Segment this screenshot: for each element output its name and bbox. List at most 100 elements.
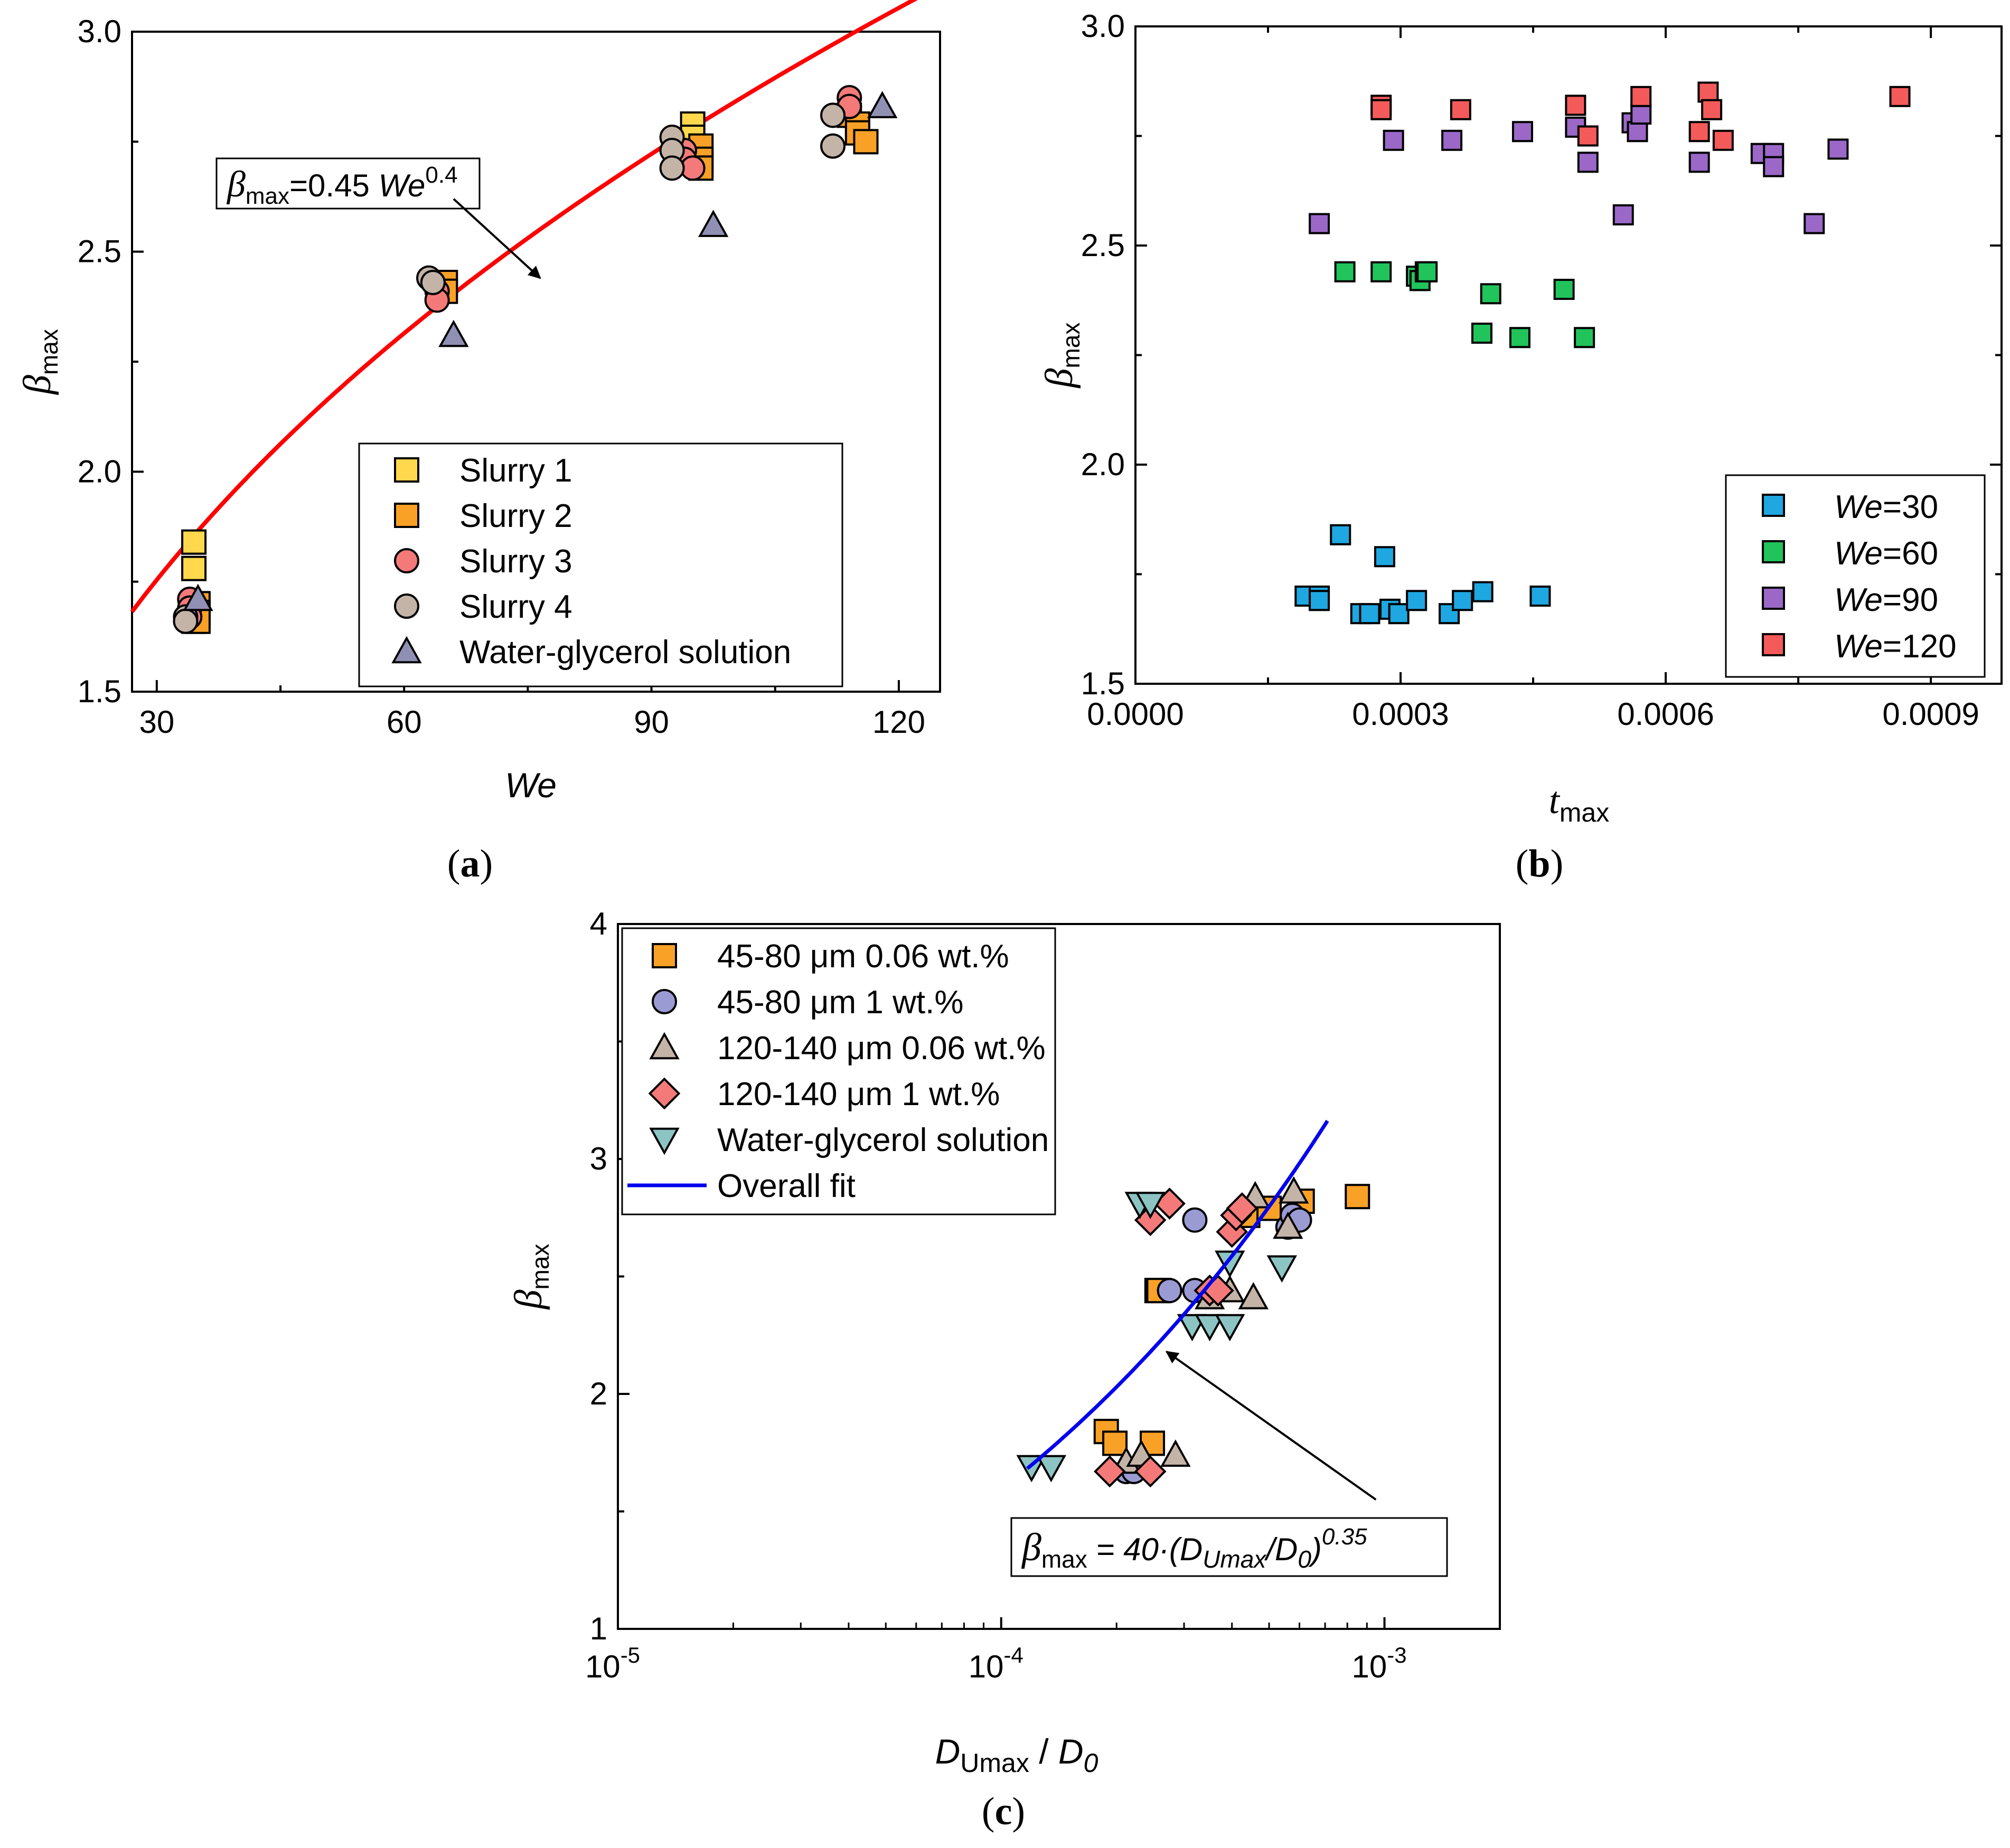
legend-label: We=60 (1834, 535, 1938, 572)
data-point (1630, 86, 1652, 107)
data-point (181, 529, 207, 555)
data-point (1016, 1455, 1047, 1483)
caption-open: ( (1516, 842, 1529, 885)
data-point (1370, 99, 1392, 120)
caption-a: (a) (447, 842, 493, 885)
data-point (1160, 1439, 1191, 1467)
y-tick-label: 2.5 (78, 234, 121, 269)
data-point (1374, 546, 1395, 568)
y-tick-label: 4 (590, 906, 607, 941)
data-point (1279, 1176, 1309, 1204)
y-tick-label: 1.5 (78, 674, 121, 709)
x-tick-label: 0.0000 (1087, 696, 1184, 732)
data-point (173, 608, 199, 634)
x-tick-exp: -4 (1003, 1643, 1023, 1667)
legend-marker (1762, 540, 1785, 563)
data-point (1416, 261, 1438, 282)
legend-box (621, 927, 1056, 1215)
legend-eq: = (1883, 628, 1902, 665)
data-point (1226, 1192, 1258, 1224)
data-point (1182, 1207, 1208, 1233)
y-axis-title: βmax (507, 1244, 554, 1310)
data-point (1441, 129, 1463, 151)
legend-marker (394, 503, 419, 528)
ylabel-beta: β (16, 375, 59, 395)
x-axis-title: We (505, 766, 557, 805)
data-point (1452, 590, 1473, 611)
data-point (1553, 279, 1575, 300)
data-point (1889, 86, 1911, 107)
data-point (1238, 1282, 1269, 1309)
legend-value: 30 (1902, 489, 1938, 525)
data-point (1273, 1211, 1303, 1239)
legend-label: We=30 (1834, 489, 1938, 525)
x-tick-label: 30 (139, 704, 174, 740)
data-point (1712, 129, 1734, 151)
ylabel-beta: β (1038, 368, 1081, 389)
legend-value: 120 (1902, 628, 1956, 665)
caption-close: ) (480, 842, 493, 885)
x-tick-label: 10-5 (585, 1643, 640, 1684)
data-point (1472, 581, 1494, 602)
y-tick-label: 1 (590, 1611, 607, 1646)
legend-label: 45-80 μm 1 wt.% (717, 984, 963, 1021)
data-point (1094, 1455, 1126, 1488)
x-tick-label: 0.0006 (1617, 696, 1714, 732)
legend-label: Slurry 1 (459, 452, 572, 489)
data-point (1688, 121, 1710, 143)
caption-close: ) (1551, 842, 1564, 885)
x-tick-base: 10 (969, 1649, 1004, 1684)
legend-prefix: We (1834, 628, 1883, 665)
legend-label: We=120 (1834, 628, 1957, 665)
y-axis-title: βmax (1038, 323, 1085, 389)
data-point (1529, 586, 1551, 607)
data-point (1135, 1192, 1166, 1219)
data-point (1215, 1250, 1245, 1278)
x-tick-base: 10 (1351, 1649, 1387, 1684)
data-point (1688, 152, 1710, 173)
fit-label-exp: 0.35 (1322, 1524, 1367, 1550)
data-point (1370, 261, 1392, 282)
x-tick-label: 10-4 (969, 1643, 1023, 1684)
legend-prefix: We (1834, 535, 1883, 572)
y-tick-label: 2.0 (1081, 447, 1125, 482)
legend-eq: = (1883, 535, 1902, 572)
data-point (1102, 1430, 1128, 1456)
legend-marker (649, 1032, 680, 1060)
caption-close: ) (1012, 1790, 1025, 1833)
data-point (1827, 138, 1849, 160)
data-point (1359, 603, 1380, 625)
legend-prefix: We (1834, 582, 1883, 618)
data-point (1574, 327, 1595, 348)
caption-c: (c) (982, 1790, 1025, 1833)
data-point (1194, 1314, 1225, 1342)
data-point (1309, 590, 1330, 611)
legend-label: 45-80 μm 0.06 wt.% (717, 938, 1009, 975)
fit-label-d2: D (1275, 1532, 1298, 1567)
y-tick-label: 2.5 (1081, 228, 1125, 263)
data-point (867, 91, 898, 118)
data-point (1266, 1255, 1298, 1283)
caption-letter: b (1528, 842, 1550, 885)
fit-curve (1026, 1119, 1329, 1470)
data-point (1334, 261, 1356, 282)
fit-label-beta: β (1021, 1526, 1041, 1569)
data-point (1388, 603, 1410, 625)
ylabel-sub: max (1057, 323, 1085, 369)
data-point (438, 319, 469, 347)
data-point (181, 555, 207, 581)
caption-open: ( (447, 842, 461, 885)
ylabel-beta: β (507, 1289, 550, 1310)
legend-marker (1762, 587, 1785, 610)
fit-label-var: We (379, 168, 426, 203)
fit-label-box (1010, 1517, 1448, 1577)
legend-box (358, 442, 843, 687)
legend-label: Overall fit (717, 1168, 856, 1204)
fit-label-box (215, 157, 481, 210)
x-tick-base: 10 (585, 1649, 621, 1684)
legend-marker (648, 1077, 681, 1110)
fit-label-eq: =0.45 (289, 168, 379, 203)
legend-eq: = (1883, 582, 1902, 618)
